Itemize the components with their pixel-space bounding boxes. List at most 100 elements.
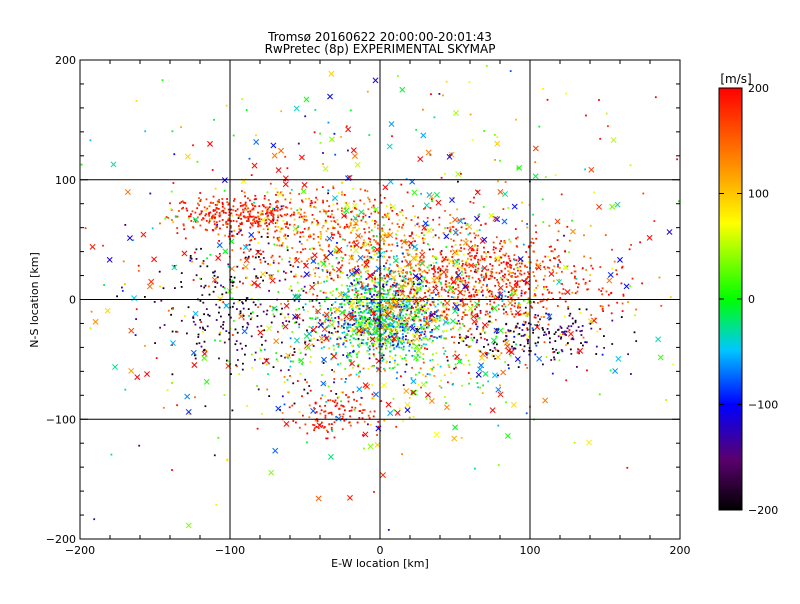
data-point [233, 229, 236, 232]
data-point [472, 249, 475, 252]
data-point [240, 223, 243, 225]
data-point [246, 405, 249, 407]
data-point [475, 323, 477, 326]
data-point [509, 282, 511, 284]
data-point [560, 349, 563, 351]
data-point [383, 265, 385, 267]
data-point [234, 328, 237, 331]
data-point [478, 316, 481, 319]
data-point [337, 262, 340, 265]
data-point [388, 273, 391, 275]
data-point [325, 297, 328, 300]
data-point [567, 306, 569, 308]
data-point [545, 356, 548, 358]
data-point [428, 288, 431, 291]
data-point [406, 191, 409, 194]
data-point [331, 356, 334, 358]
data-point [477, 214, 480, 217]
data-point [257, 256, 260, 258]
data-point [541, 260, 544, 263]
data-point [332, 332, 334, 335]
data-point [216, 282, 219, 284]
data-point [311, 202, 313, 204]
data-point [342, 257, 344, 259]
data-point [353, 408, 356, 411]
data-point [192, 226, 194, 228]
data-cross-marker [317, 321, 324, 328]
data-cross-marker [272, 447, 279, 454]
data-point [214, 286, 217, 288]
data-point [321, 268, 324, 271]
data-point [382, 288, 385, 290]
data-point [349, 109, 352, 112]
data-point [291, 331, 294, 333]
data-point [408, 416, 411, 419]
data-point [322, 163, 324, 165]
data-point [425, 309, 428, 312]
data-point [284, 179, 287, 182]
data-point [451, 286, 454, 289]
data-point [374, 343, 376, 346]
data-point [328, 262, 331, 265]
data-point [504, 254, 506, 257]
data-point [159, 326, 161, 329]
data-point [230, 220, 232, 223]
data-point [226, 198, 228, 200]
data-point [463, 303, 466, 306]
data-point [442, 259, 445, 262]
data-point [366, 307, 369, 309]
data-point [276, 222, 278, 224]
data-point [408, 313, 411, 316]
data-point [563, 292, 566, 295]
data-point [425, 319, 428, 322]
data-point [300, 243, 303, 245]
data-point [589, 322, 592, 325]
data-point [486, 339, 488, 341]
data-point [448, 308, 450, 311]
data-point [186, 332, 188, 335]
data-point [377, 339, 380, 341]
data-point [376, 303, 378, 306]
data-cross-marker [524, 279, 531, 286]
data-point [410, 283, 413, 286]
data-point [349, 221, 352, 224]
data-point [427, 290, 430, 293]
data-point [359, 199, 362, 202]
data-point [627, 353, 629, 356]
data-cross-marker [490, 337, 497, 344]
data-point [486, 352, 488, 354]
data-point [489, 256, 492, 259]
data-point [621, 310, 624, 312]
data-cross-marker [614, 201, 621, 208]
data-point [332, 216, 335, 219]
data-point [548, 332, 550, 335]
data-cross-marker [452, 424, 459, 431]
data-point [352, 351, 354, 353]
data-point [491, 271, 494, 273]
data-point [467, 281, 470, 284]
data-point [469, 113, 472, 116]
data-point [348, 262, 351, 265]
data-point [405, 328, 408, 331]
data-point [514, 282, 517, 285]
data-cross-marker [344, 202, 351, 209]
data-point [474, 257, 476, 260]
data-point [235, 340, 238, 342]
data-point [405, 178, 408, 180]
data-point [411, 346, 413, 349]
data-point [425, 317, 428, 320]
data-point [538, 125, 541, 128]
data-point [495, 258, 498, 261]
data-point [477, 349, 480, 352]
data-point [532, 329, 535, 331]
data-point [424, 237, 426, 240]
data-point [476, 313, 479, 315]
data-point [474, 268, 477, 271]
data-point [395, 329, 398, 332]
data-point [371, 337, 374, 340]
data-point [515, 276, 518, 278]
data-cross-marker [493, 327, 500, 334]
data-point [494, 318, 497, 321]
data-point [344, 239, 346, 241]
data-point [326, 313, 329, 316]
